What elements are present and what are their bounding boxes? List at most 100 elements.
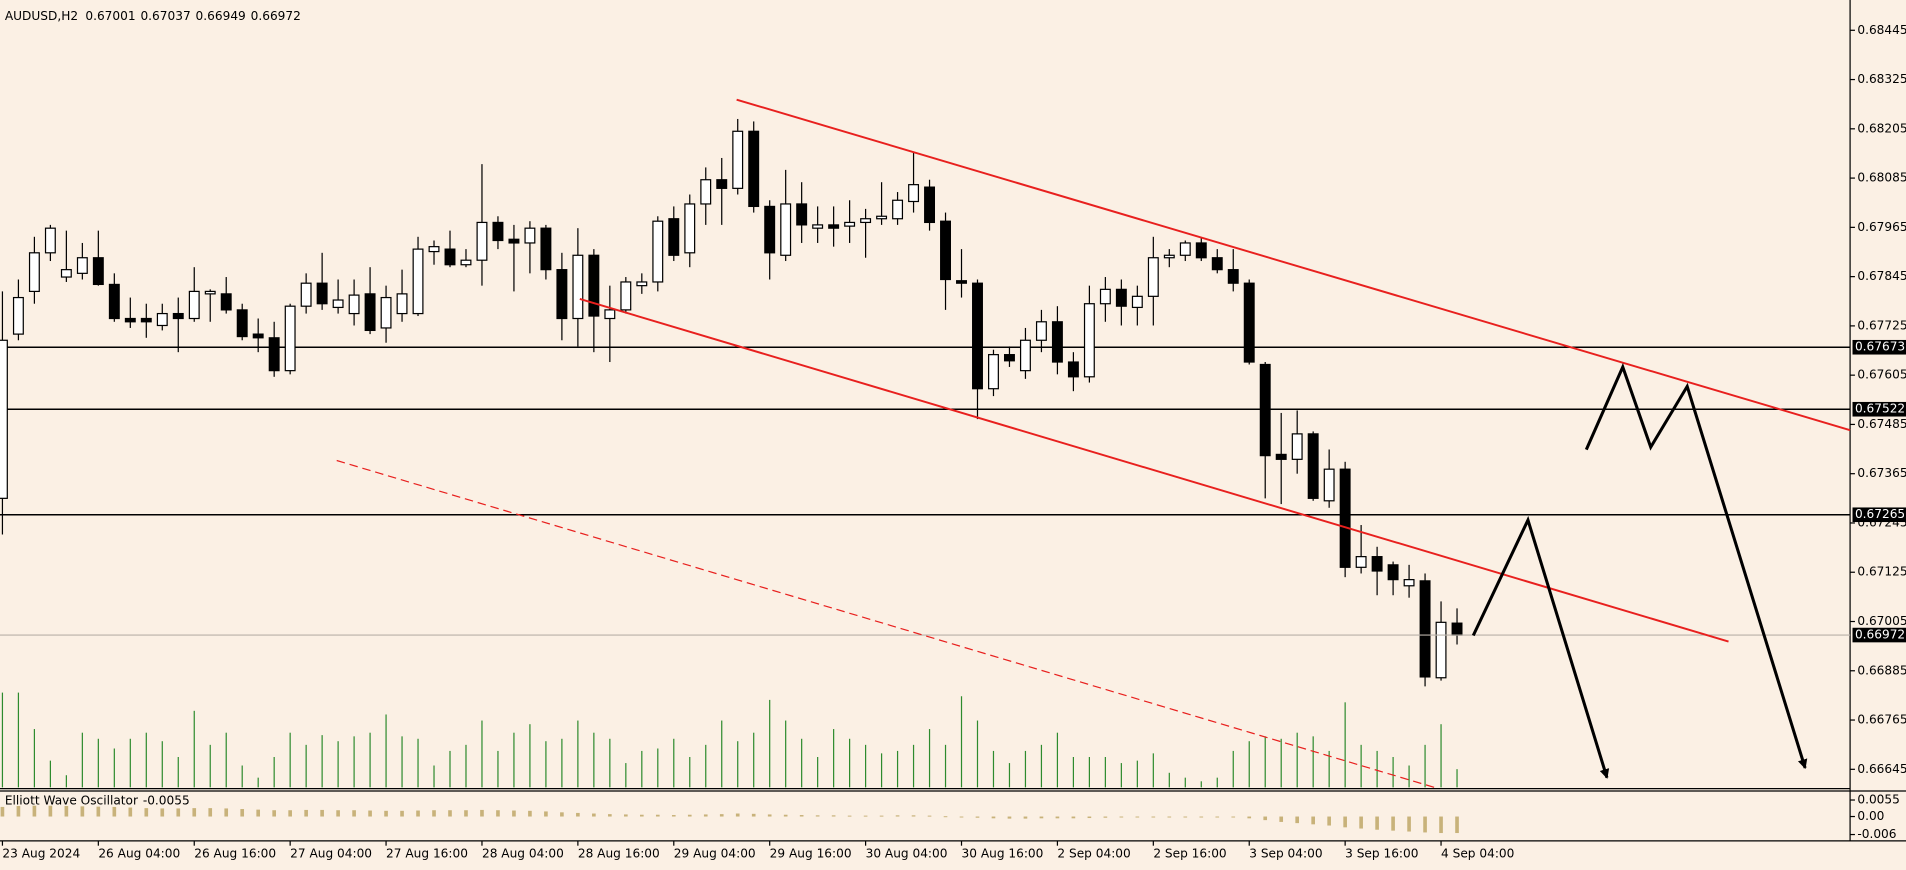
candle-body bbox=[1403, 579, 1415, 587]
candle-body bbox=[108, 283, 120, 320]
candle-body bbox=[924, 186, 936, 224]
candle-body bbox=[1035, 321, 1047, 341]
candle-body bbox=[1179, 242, 1191, 256]
candle-body bbox=[780, 203, 792, 256]
oscillator-bar bbox=[991, 816, 996, 819]
candle-body bbox=[12, 296, 24, 335]
y-tick-label: 0.67845 bbox=[1857, 269, 1906, 283]
candle-body bbox=[44, 227, 56, 254]
oscillator-bar bbox=[879, 815, 884, 817]
oscillator-bar bbox=[671, 815, 676, 817]
osc-tick-label: 0.00 bbox=[1857, 809, 1884, 823]
y-tick-label: 0.67605 bbox=[1857, 368, 1906, 382]
candle-body bbox=[1003, 354, 1015, 362]
candle-body bbox=[428, 246, 440, 253]
candle-body bbox=[652, 220, 664, 283]
candle-body bbox=[140, 317, 152, 323]
oscillator-bar bbox=[624, 814, 628, 817]
candle-body bbox=[1163, 254, 1175, 259]
candle-body bbox=[444, 248, 456, 266]
candle-body bbox=[28, 252, 40, 293]
oscillator-bar bbox=[1311, 816, 1315, 825]
symbol: AUDUSD,H2 bbox=[5, 8, 78, 22]
oscillator-bar bbox=[1151, 816, 1156, 818]
candle-body bbox=[124, 317, 136, 323]
oscillator-bar bbox=[719, 814, 724, 817]
oscillator-bar bbox=[1039, 816, 1044, 819]
candle-body bbox=[540, 227, 552, 271]
candle-body bbox=[1067, 361, 1079, 378]
candle-body bbox=[396, 293, 408, 315]
y-tick-label: 0.66765 bbox=[1857, 713, 1906, 727]
oscillator-bar bbox=[767, 814, 772, 817]
candle-body bbox=[508, 238, 520, 244]
x-tick-label: 28 Aug 04:00 bbox=[482, 847, 564, 861]
oscillator-bar bbox=[1007, 816, 1012, 819]
x-tick-label: 3 Sep 04:00 bbox=[1249, 847, 1322, 861]
candle-body bbox=[764, 205, 776, 254]
candle-body bbox=[1387, 564, 1399, 581]
oscillator-bar bbox=[128, 807, 133, 817]
oscillator-bar bbox=[1359, 816, 1363, 829]
candle-body bbox=[860, 218, 872, 224]
oscillator-bar bbox=[560, 812, 564, 817]
oscillator-bar bbox=[959, 816, 964, 818]
candle-body bbox=[332, 299, 344, 309]
close-value: 0.66972 bbox=[251, 8, 301, 22]
oscillator-bar bbox=[0, 806, 5, 817]
candle-body bbox=[300, 282, 312, 307]
oscillator-bar bbox=[1327, 816, 1331, 826]
candle-body bbox=[412, 248, 424, 315]
candle-body bbox=[700, 179, 712, 205]
oscillator-bar bbox=[847, 815, 852, 817]
bid-label-box bbox=[1852, 627, 1906, 643]
oscillator-bar bbox=[400, 810, 404, 817]
oscillator-bar bbox=[975, 816, 980, 818]
oscillator-bar bbox=[480, 809, 484, 817]
candle-body bbox=[252, 333, 264, 339]
oscillator-bar bbox=[783, 814, 788, 817]
candle-body bbox=[92, 257, 104, 286]
oscillator-bar bbox=[735, 813, 740, 817]
oscillator-bar bbox=[895, 815, 900, 817]
candle-body bbox=[988, 354, 999, 390]
open-value: 0.67001 bbox=[85, 8, 135, 22]
candle-body bbox=[284, 305, 296, 372]
x-tick-label: 29 Aug 16:00 bbox=[770, 847, 852, 861]
level-label: 0.67265 bbox=[1855, 507, 1905, 521]
candle-body bbox=[1307, 433, 1319, 499]
candle-body bbox=[796, 203, 808, 226]
x-tick-label: 30 Aug 04:00 bbox=[866, 847, 948, 861]
oscillator-bar bbox=[224, 808, 229, 817]
y-tick-label: 0.67725 bbox=[1857, 318, 1906, 332]
oscillator-bar bbox=[192, 808, 197, 817]
candle-body bbox=[876, 215, 888, 220]
candle-body bbox=[1051, 321, 1063, 363]
forecast-arrow bbox=[1471, 515, 1610, 779]
drawings bbox=[336, 98, 1851, 788]
oscillator-bar bbox=[320, 809, 324, 817]
candle-body bbox=[268, 337, 280, 372]
oscillator-bar bbox=[416, 810, 420, 817]
candle-body bbox=[380, 296, 392, 329]
candle-body bbox=[76, 257, 88, 274]
oscillator-bar bbox=[911, 815, 916, 817]
chart-header: AUDUSD,H2 0.67001 0.67037 0.66949 0.66972 bbox=[5, 8, 301, 22]
oscillator-bar bbox=[176, 808, 181, 817]
oscillator-bar bbox=[639, 814, 644, 817]
oscillator-bar bbox=[32, 805, 37, 817]
level-label-box bbox=[1852, 507, 1906, 523]
oscillator-bar bbox=[799, 815, 804, 817]
candle-body bbox=[844, 221, 856, 227]
y-tick-label: 0.67125 bbox=[1857, 565, 1906, 579]
candle-body bbox=[620, 281, 632, 311]
oscillator-bar bbox=[831, 815, 836, 817]
oscillator-bar bbox=[703, 814, 708, 817]
candle-body bbox=[364, 293, 376, 332]
y-tick-label: 0.67365 bbox=[1857, 466, 1906, 480]
candle-body bbox=[1435, 621, 1447, 679]
oscillator-bar bbox=[655, 814, 660, 817]
candle-body bbox=[684, 203, 696, 254]
candle-body bbox=[492, 221, 504, 242]
oscillator-bar bbox=[1103, 816, 1108, 818]
